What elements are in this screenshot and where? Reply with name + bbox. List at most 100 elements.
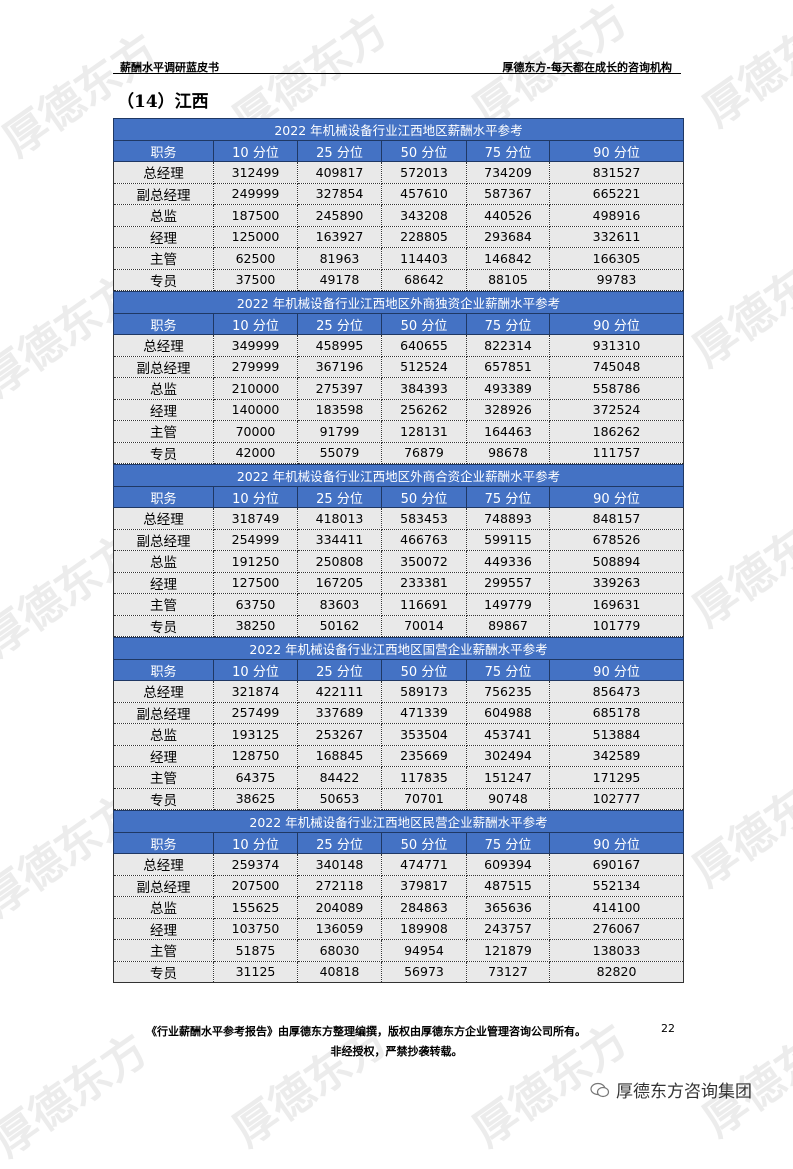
position-cell: 经理 xyxy=(113,572,214,594)
salary-cell: 440526 xyxy=(466,204,550,227)
table-header-row: 职务 10 分位 25 分位 50 分位 75 分位 90 分位 xyxy=(113,313,685,335)
salary-cell: 56973 xyxy=(381,961,467,983)
salary-cell: 353504 xyxy=(381,723,467,746)
column-header: 50 分位 xyxy=(381,486,467,508)
salary-cell: 249999 xyxy=(213,183,298,205)
salary-cell: 384393 xyxy=(381,377,467,400)
salary-cell: 91799 xyxy=(297,420,382,443)
salary-table: 2022 年机械设备行业江西地区民营企业薪酬水平参考 职务 10 分位 25 分位 50… xyxy=(112,810,685,983)
salary-cell: 657851 xyxy=(466,356,550,378)
salary-cell: 558786 xyxy=(549,377,685,400)
salary-cell: 745048 xyxy=(549,356,685,378)
salary-cell: 210000 xyxy=(213,377,298,400)
salary-cell: 279999 xyxy=(213,356,298,378)
position-cell: 经理 xyxy=(113,226,214,248)
salary-cell: 245890 xyxy=(297,204,382,227)
salary-cell: 458995 xyxy=(297,334,382,357)
salary-cell: 164463 xyxy=(466,420,550,443)
column-header: 75 分位 xyxy=(466,313,550,335)
position-cell: 总经理 xyxy=(113,507,214,530)
table-row: 专员 38250 50162 70014 89867 101779 xyxy=(113,615,685,637)
salary-cell: 685178 xyxy=(549,702,685,724)
salary-cell: 63750 xyxy=(213,593,298,616)
salary-cell: 508894 xyxy=(549,550,685,573)
salary-cell: 299557 xyxy=(466,572,550,594)
column-header: 90 分位 xyxy=(548,832,685,854)
column-header: 90 分位 xyxy=(548,313,685,335)
position-cell: 副总经理 xyxy=(113,183,214,205)
salary-cell: 831527 xyxy=(549,161,685,184)
salary-cell: 293684 xyxy=(466,226,550,248)
position-cell: 总监 xyxy=(113,550,214,573)
salary-cell: 42000 xyxy=(213,442,298,464)
salary-cell: 207500 xyxy=(213,875,298,897)
salary-cell: 342589 xyxy=(549,745,685,767)
table-row: 经理 125000 163927 228805 293684 332611 xyxy=(113,226,685,248)
salary-cell: 51875 xyxy=(213,939,298,962)
salary-cell: 70014 xyxy=(381,615,467,637)
table-row: 主管 70000 91799 128131 164463 186262 xyxy=(113,420,685,443)
table-title: 2022 年机械设备行业江西地区外商独资企业薪酬水平参考 xyxy=(112,291,685,314)
salary-cell: 114403 xyxy=(381,247,467,270)
salary-cell: 62500 xyxy=(213,247,298,270)
page-number: 22 xyxy=(661,1022,675,1035)
salary-table: 2022 年机械设备行业江西地区薪酬水平参考 职务 10 分位 25 分位 50 分位 7… xyxy=(112,118,685,291)
table-title: 2022 年机械设备行业江西地区民营企业薪酬水平参考 xyxy=(112,810,685,833)
footer-copyright: 《行业薪酬水平参考报告》由厚德东方整理编撰，版权由厚德东方企业管理咨询公司所有。 xyxy=(146,1025,586,1038)
salary-cell: 146842 xyxy=(466,247,550,270)
salary-cell: 409817 xyxy=(297,161,382,184)
salary-cell: 102777 xyxy=(549,788,685,810)
salary-cell: 379817 xyxy=(381,875,467,897)
salary-cell: 284863 xyxy=(381,896,467,919)
table-header-row: 职务 10 分位 25 分位 50 分位 75 分位 90 分位 xyxy=(113,486,685,508)
table-row: 总监 193125 253267 353504 453741 513884 xyxy=(113,723,685,746)
salary-cell: 583453 xyxy=(381,507,467,530)
salary-cell: 449336 xyxy=(466,550,550,573)
salary-cell: 552134 xyxy=(549,875,685,897)
salary-cell: 73127 xyxy=(466,961,550,983)
position-cell: 专员 xyxy=(113,442,214,464)
position-cell: 经理 xyxy=(113,399,214,421)
position-cell: 专员 xyxy=(113,269,214,291)
salary-cell: 337689 xyxy=(297,702,382,724)
position-cell: 总监 xyxy=(113,204,214,227)
position-cell: 主管 xyxy=(113,939,214,962)
watermark-text: 厚德东方 xyxy=(683,754,793,898)
salary-cell: 272118 xyxy=(297,875,382,897)
table-title: 2022 年机械设备行业江西地区国营企业薪酬水平参考 xyxy=(112,637,685,660)
position-cell: 总经理 xyxy=(113,334,214,357)
column-header: 75 分位 xyxy=(466,832,550,854)
position-cell: 经理 xyxy=(113,745,214,767)
salary-cell: 37500 xyxy=(213,269,298,291)
salary-cell: 350072 xyxy=(381,550,467,573)
salary-cell: 665221 xyxy=(549,183,685,205)
salary-cell: 328926 xyxy=(466,399,550,421)
column-header: 75 分位 xyxy=(466,140,550,162)
salary-cell: 599115 xyxy=(466,529,550,551)
salary-cell: 259374 xyxy=(213,853,298,876)
column-header: 10 分位 xyxy=(213,832,298,854)
salary-cell: 70701 xyxy=(381,788,467,810)
table-header-row: 职务 10 分位 25 分位 50 分位 75 分位 90 分位 xyxy=(113,832,685,854)
column-header: 90 分位 xyxy=(548,140,685,162)
salary-cell: 88105 xyxy=(466,269,550,291)
salary-cell: 340148 xyxy=(297,853,382,876)
position-cell: 副总经理 xyxy=(113,529,214,551)
table-row: 经理 103750 136059 189908 243757 276067 xyxy=(113,918,685,940)
position-cell: 主管 xyxy=(113,420,214,443)
watermark-text: 厚德东方 xyxy=(683,494,793,638)
brand-name: 厚德东方咨询集团 xyxy=(616,1082,752,1102)
column-header: 75 分位 xyxy=(466,486,550,508)
position-cell: 主管 xyxy=(113,766,214,789)
salary-cell: 312499 xyxy=(213,161,298,184)
salary-cell: 128750 xyxy=(213,745,298,767)
salary-cell: 83603 xyxy=(297,593,382,616)
salary-cell: 414100 xyxy=(549,896,685,919)
column-header: 50 分位 xyxy=(381,659,467,681)
salary-cell: 99783 xyxy=(549,269,685,291)
salary-cell: 55079 xyxy=(297,442,382,464)
column-header: 职务 xyxy=(113,313,214,335)
table-row: 总经理 312499 409817 572013 734209 831527 xyxy=(113,161,685,184)
salary-cell: 98678 xyxy=(466,442,550,464)
position-cell: 总经理 xyxy=(113,853,214,876)
